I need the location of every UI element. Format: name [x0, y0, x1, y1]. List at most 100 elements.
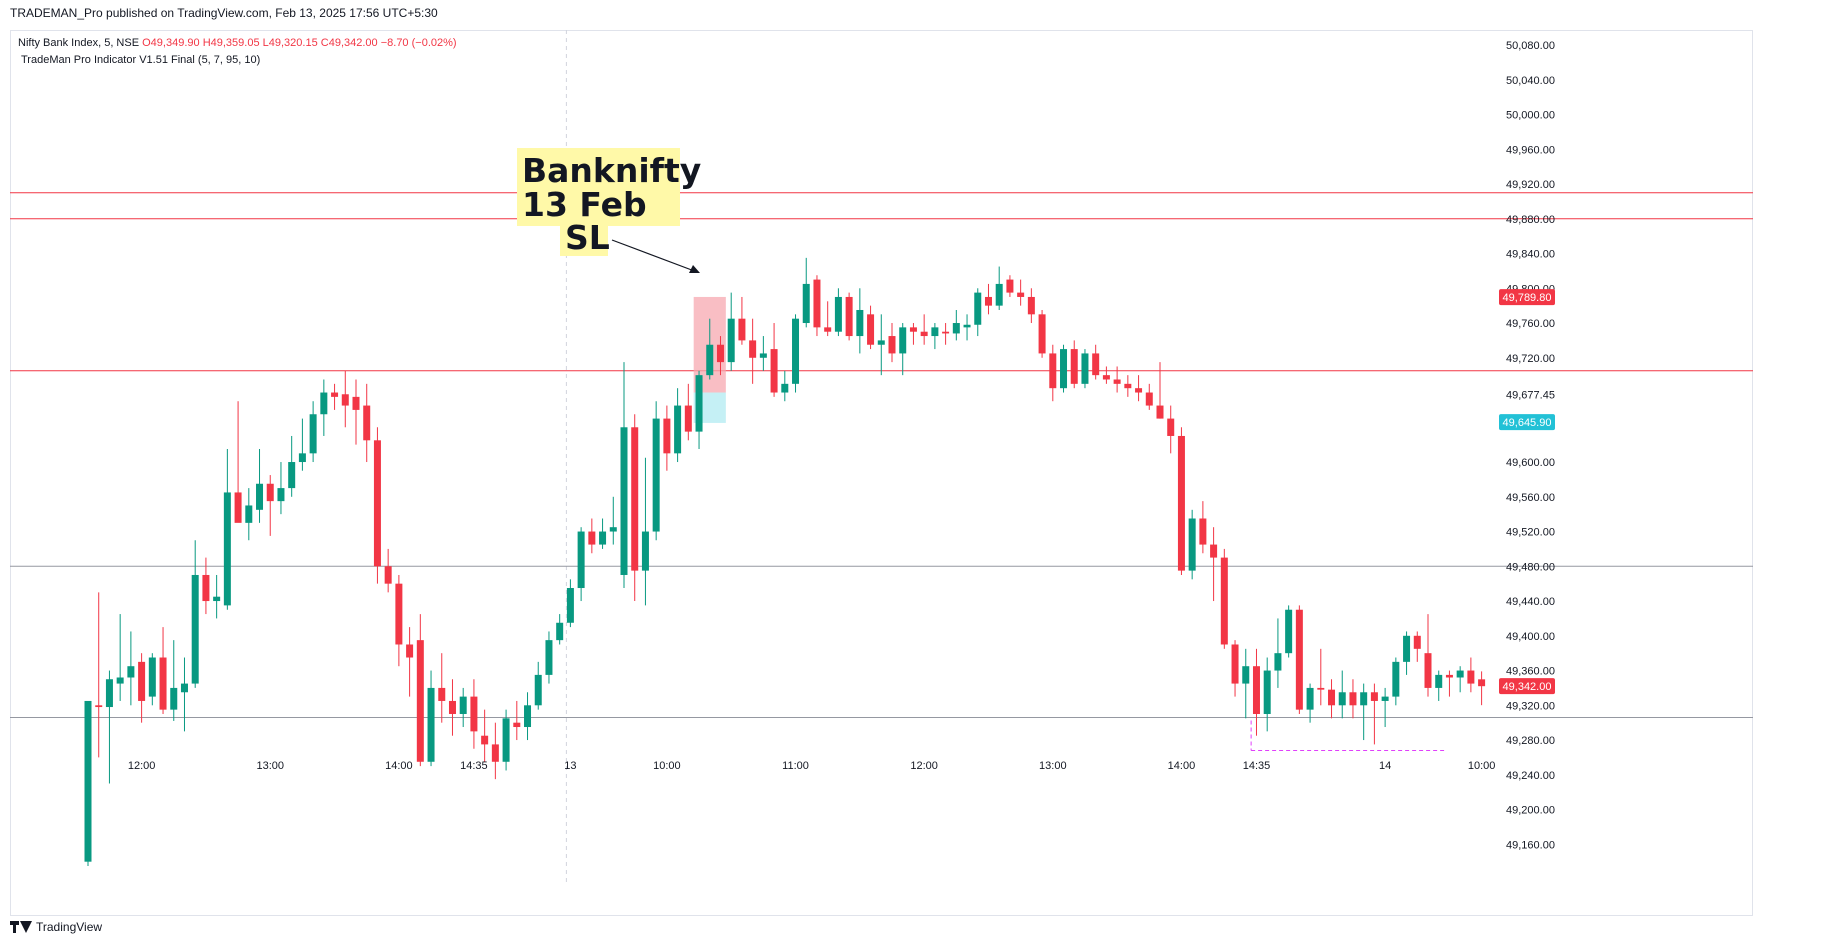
candle[interactable] [877, 314, 885, 376]
candle[interactable] [373, 427, 381, 584]
candle[interactable] [1456, 666, 1464, 693]
candle[interactable] [234, 401, 242, 523]
candle[interactable] [1177, 427, 1185, 575]
candle[interactable] [438, 653, 446, 723]
candle[interactable] [1060, 344, 1068, 393]
candle[interactable] [759, 336, 767, 371]
candle[interactable] [1113, 366, 1121, 393]
candle[interactable] [931, 323, 939, 350]
candle[interactable] [352, 379, 360, 445]
annotation-line-3[interactable]: SL [565, 218, 610, 257]
candle[interactable] [577, 527, 585, 602]
candle[interactable] [298, 418, 306, 471]
candle[interactable] [995, 266, 1003, 310]
candle[interactable] [277, 462, 285, 515]
candle[interactable] [942, 323, 950, 345]
candle[interactable] [288, 435, 296, 497]
candle[interactable] [1252, 648, 1260, 736]
candle[interactable] [1360, 683, 1368, 741]
candle[interactable] [1017, 279, 1025, 306]
candle[interactable] [266, 475, 274, 536]
candle[interactable] [1263, 657, 1271, 732]
candle[interactable] [1306, 683, 1314, 723]
candle[interactable] [1242, 648, 1250, 719]
candle[interactable] [1145, 383, 1153, 410]
candle[interactable] [856, 288, 864, 354]
candle[interactable] [1381, 687, 1389, 728]
symbol-legend-row[interactable]: Nifty Bank Index, 5, NSE O49,349.90 H49,… [18, 35, 457, 52]
candle[interactable] [845, 292, 853, 341]
candle[interactable] [1274, 618, 1282, 688]
candle[interactable] [1167, 405, 1175, 454]
footer-brand[interactable]: TradingView [10, 920, 102, 934]
candle[interactable] [1220, 548, 1228, 649]
candle[interactable] [792, 314, 800, 393]
candle[interactable] [245, 488, 253, 541]
candle[interactable] [909, 323, 917, 345]
candle[interactable] [556, 614, 564, 645]
candle[interactable] [127, 631, 135, 706]
candle[interactable] [1135, 375, 1143, 402]
candle[interactable] [974, 288, 982, 337]
candle[interactable] [223, 449, 231, 610]
candle[interactable] [545, 631, 553, 684]
candle[interactable] [599, 518, 607, 549]
candle[interactable] [95, 592, 103, 758]
candle[interactable] [749, 318, 757, 384]
candle[interactable] [341, 370, 349, 428]
candle[interactable] [1199, 501, 1207, 554]
candle[interactable] [1156, 362, 1164, 419]
candle[interactable] [738, 296, 746, 345]
candle[interactable] [1445, 670, 1453, 697]
candle[interactable] [406, 627, 414, 697]
annotation-line-1[interactable]: Banknifty [522, 151, 701, 190]
candle[interactable] [716, 336, 724, 376]
candle[interactable] [620, 362, 628, 589]
candle[interactable] [159, 627, 167, 714]
candle[interactable] [1038, 309, 1046, 358]
candle[interactable] [1370, 683, 1378, 745]
candle[interactable] [1006, 275, 1014, 297]
candle[interactable] [1338, 670, 1346, 719]
candle[interactable] [834, 288, 842, 337]
candle[interactable] [105, 670, 113, 784]
candle[interactable] [256, 449, 264, 523]
price-badge[interactable]: 49,789.80 [1499, 289, 1555, 306]
candle[interactable] [770, 323, 778, 397]
candle[interactable] [984, 283, 992, 315]
candle[interactable] [1210, 527, 1218, 602]
candle[interactable] [534, 661, 542, 710]
candle[interactable] [481, 709, 489, 762]
candle[interactable] [899, 323, 907, 376]
candle[interactable] [138, 653, 146, 723]
candle[interactable] [416, 614, 424, 767]
candle[interactable] [1328, 679, 1336, 719]
candle[interactable] [1124, 375, 1132, 397]
candle[interactable] [470, 679, 478, 749]
candle[interactable] [191, 540, 199, 688]
candle[interactable] [920, 314, 928, 345]
candle[interactable] [663, 405, 671, 471]
candle[interactable] [513, 700, 521, 741]
candle[interactable] [459, 687, 467, 728]
candle[interactable] [1317, 648, 1325, 706]
candle[interactable] [641, 457, 649, 606]
candle[interactable] [706, 318, 714, 380]
candle[interactable] [952, 309, 960, 341]
candle[interactable] [1467, 657, 1475, 693]
candle[interactable] [491, 722, 499, 780]
candle[interactable] [363, 383, 371, 463]
candle[interactable] [1081, 349, 1089, 389]
candle[interactable] [1102, 366, 1110, 384]
candle[interactable] [331, 383, 339, 410]
candle[interactable] [1049, 344, 1057, 402]
candle[interactable] [116, 614, 124, 701]
candle[interactable] [1295, 605, 1303, 714]
candle[interactable] [202, 557, 210, 615]
candle[interactable] [84, 700, 92, 867]
candle[interactable] [1027, 288, 1035, 324]
candle[interactable] [1349, 679, 1357, 719]
candle[interactable] [320, 379, 328, 436]
candle[interactable] [588, 518, 596, 554]
candle[interactable] [1285, 605, 1293, 658]
